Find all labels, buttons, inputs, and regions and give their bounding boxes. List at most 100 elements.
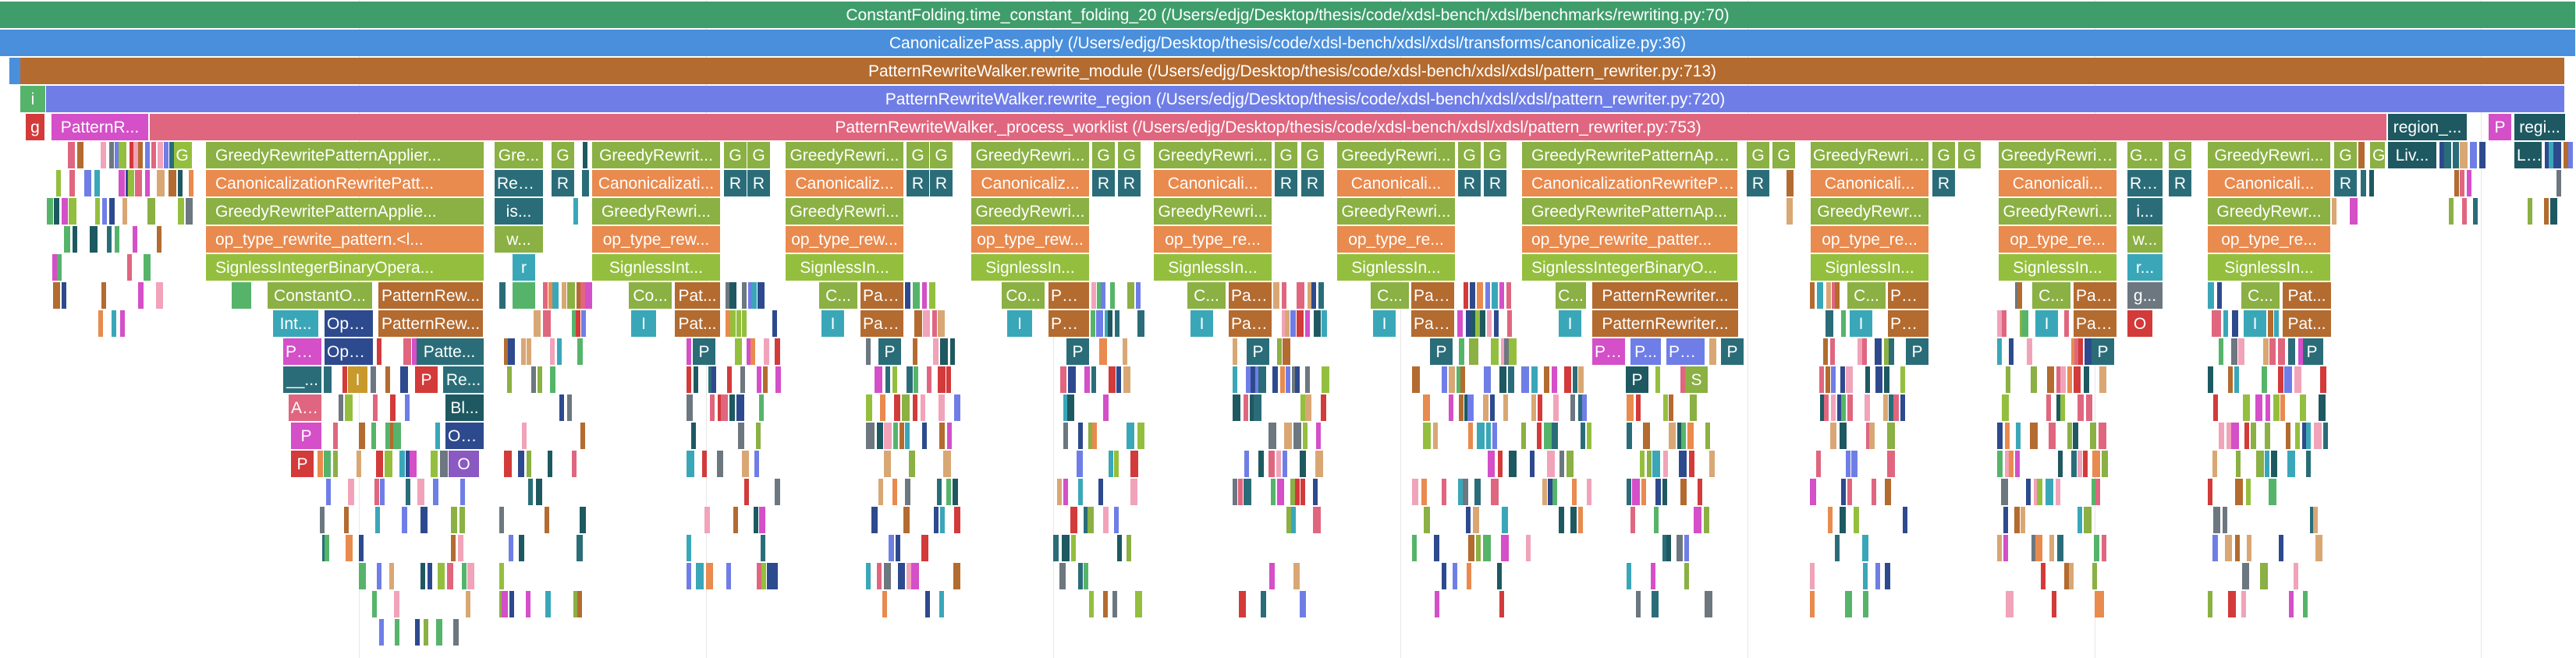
frame-sliver[interactable] (1841, 394, 1846, 421)
frame-sliver[interactable] (84, 170, 91, 196)
frame-sliver[interactable] (922, 423, 927, 449)
frame-sliver[interactable] (763, 366, 768, 393)
frame-sliver[interactable] (2358, 142, 2365, 168)
frame-sliver[interactable] (2001, 479, 2008, 505)
frame-sliver[interactable] (158, 142, 163, 168)
frame-sliver[interactable] (2263, 338, 2269, 365)
frame-sliver[interactable] (518, 451, 524, 477)
frame[interactable]: Canonicalizati... (592, 170, 721, 196)
frame-sliver[interactable] (2003, 535, 2008, 561)
frame-sliver[interactable] (339, 394, 343, 421)
frame[interactable]: I (1850, 310, 1873, 337)
frame-sliver[interactable] (2473, 198, 2478, 225)
frame-sliver[interactable] (2278, 338, 2285, 365)
frame-sliver[interactable] (687, 394, 693, 421)
frame-sliver[interactable] (406, 451, 410, 477)
frame-sliver[interactable] (2073, 423, 2078, 449)
frame-sliver[interactable] (1475, 310, 1480, 337)
frame-sliver[interactable] (406, 479, 410, 505)
frame-sliver[interactable] (1487, 310, 1492, 337)
frame-sliver[interactable] (748, 282, 753, 309)
frame-sliver[interactable] (2047, 366, 2054, 393)
frame-sliver[interactable] (1705, 591, 1712, 617)
frame-sliver[interactable] (1463, 479, 1468, 505)
frame-sliver[interactable] (2102, 451, 2108, 477)
frame-sliver[interactable] (1863, 563, 1868, 589)
frame-sliver[interactable] (943, 451, 951, 477)
frame-sliver[interactable] (509, 535, 513, 561)
frame-sliver[interactable] (2213, 507, 2220, 533)
frame-sliver[interactable] (1135, 591, 1142, 617)
frame-sliver[interactable] (1442, 563, 1446, 589)
frame-sliver[interactable] (747, 338, 751, 365)
frame-sliver[interactable] (2099, 591, 2104, 617)
frame-sliver[interactable] (1647, 451, 1652, 477)
frame-sliver[interactable] (2213, 394, 2218, 421)
frame-sliver[interactable] (2235, 479, 2243, 505)
frame-sliver[interactable] (2219, 423, 2224, 449)
frame-sliver[interactable] (157, 226, 161, 253)
frame-sliver[interactable] (112, 310, 116, 337)
frame-sliver[interactable] (2278, 366, 2283, 393)
frame-sliver[interactable] (545, 591, 551, 617)
frame-sliver[interactable] (2049, 535, 2054, 561)
frame-sliver[interactable] (1564, 366, 1571, 393)
frame-sliver[interactable] (2071, 338, 2076, 365)
frame-sliver[interactable] (2439, 142, 2444, 168)
frame[interactable]: Gre... (495, 142, 544, 168)
frame-sliver[interactable] (775, 366, 781, 393)
frame-sliver[interactable] (702, 451, 707, 477)
frame-sliver[interactable] (1290, 479, 1295, 505)
frame-sliver[interactable] (1277, 479, 1284, 505)
frame-sliver[interactable] (400, 366, 408, 393)
frame-sliver[interactable] (905, 479, 910, 505)
frame-sliver[interactable] (2095, 479, 2100, 505)
frame-sliver[interactable] (1283, 338, 1290, 365)
frame-sliver[interactable] (1457, 366, 1461, 393)
frame-sliver[interactable] (2216, 310, 2221, 337)
frame[interactable]: SignlessIn... (1999, 254, 2117, 281)
frame-sliver[interactable] (1130, 479, 1137, 505)
frame-sliver[interactable] (1460, 366, 1465, 393)
frame-sliver[interactable] (1997, 338, 2002, 365)
frame-sliver[interactable] (390, 423, 395, 449)
frame-sliver[interactable] (1269, 563, 1275, 589)
frame-sliver[interactable] (324, 366, 332, 393)
frame-sliver[interactable] (2003, 507, 2008, 533)
frame-sliver[interactable] (1424, 507, 1430, 533)
frame-sliver[interactable] (940, 507, 945, 533)
frame-sliver[interactable] (2057, 535, 2063, 561)
frame[interactable]: R (1092, 170, 1116, 196)
frame[interactable]: op_type_re... (1811, 226, 1929, 253)
frame-sliver[interactable] (1817, 282, 1823, 309)
frame-sliver[interactable] (1321, 394, 1326, 421)
frame-sliver[interactable] (2280, 394, 2285, 421)
frame-sliver[interactable] (528, 479, 533, 505)
frame-sliver[interactable] (2454, 170, 2459, 196)
frame-sliver[interactable] (1286, 507, 1291, 533)
frame[interactable]: SignlessIn... (971, 254, 1090, 281)
frame-sliver[interactable] (2462, 198, 2467, 225)
frame-sliver[interactable] (2069, 563, 2074, 589)
frame[interactable]: P (1066, 338, 1090, 365)
frame-sliver[interactable] (1473, 507, 1479, 533)
frame-sliver[interactable] (687, 338, 691, 365)
frame[interactable]: G (1458, 142, 1481, 168)
frame-sliver[interactable] (499, 507, 504, 533)
frame-sliver[interactable] (2086, 394, 2092, 421)
frame[interactable]: R (1458, 170, 1481, 196)
frame-sliver[interactable] (1295, 366, 1300, 393)
frame-sliver[interactable] (572, 310, 577, 337)
frame[interactable]: G (2334, 142, 2358, 168)
frame[interactable]: G (2169, 142, 2192, 168)
frame-sliver[interactable] (2026, 479, 2031, 505)
frame-sliver[interactable] (1063, 479, 1068, 505)
frame-sliver[interactable] (1105, 310, 1109, 337)
frame-sliver[interactable] (2236, 451, 2241, 477)
frame-sliver[interactable] (2528, 198, 2532, 225)
frame-sliver[interactable] (122, 198, 127, 225)
frame[interactable]: Pat... (675, 282, 721, 309)
frame[interactable]: SignlessIntegerBinaryOpera... (206, 254, 484, 281)
frame-sliver[interactable] (2274, 310, 2279, 337)
frame-sliver[interactable] (1255, 366, 1260, 393)
